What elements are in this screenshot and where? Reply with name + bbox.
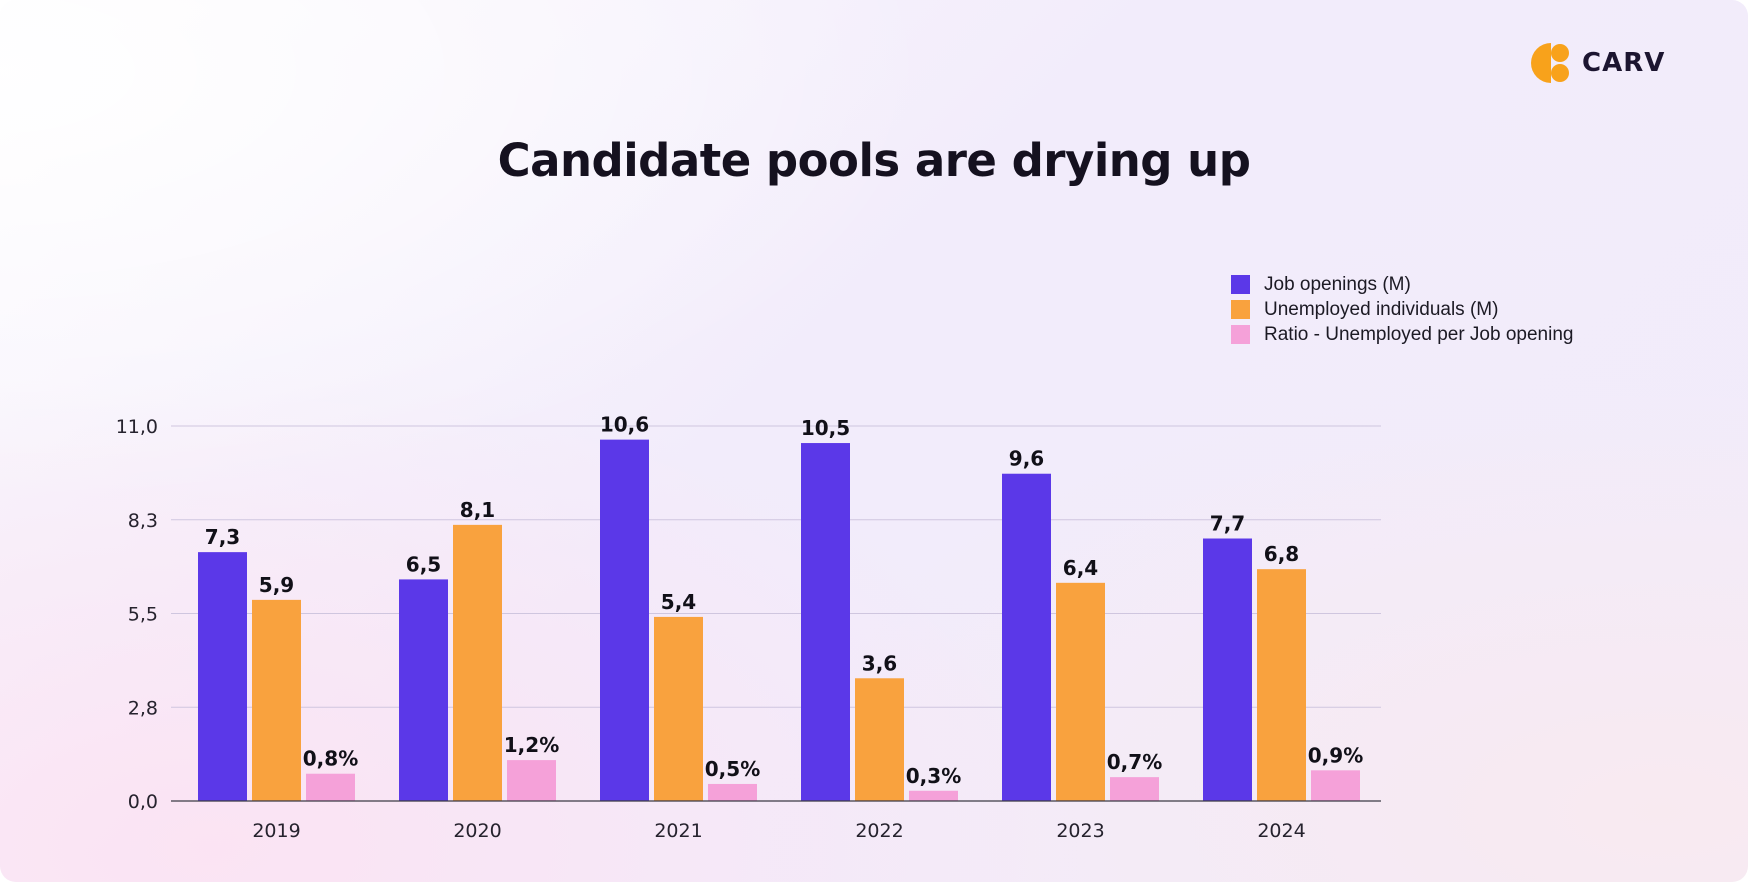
y-tick-label: 2,8 — [128, 697, 158, 719]
x-tick-label: 2022 — [855, 820, 903, 842]
data-label: 1,2% — [504, 733, 559, 757]
data-label: 10,5 — [801, 416, 850, 440]
bar — [252, 599, 301, 801]
bar — [801, 443, 850, 801]
gridlines — [171, 425, 1381, 708]
data-label: 7,7 — [1210, 512, 1245, 536]
data-label: 9,6 — [1009, 447, 1044, 471]
legend-label-unemployed: Unemployed individuals (M) — [1264, 298, 1499, 320]
bars — [198, 439, 1360, 801]
bar — [1203, 538, 1252, 801]
bar — [306, 773, 355, 801]
data-label: 7,3 — [205, 525, 240, 549]
bar — [198, 552, 247, 801]
bar — [708, 783, 757, 801]
x-tick-label: 2023 — [1056, 820, 1104, 842]
data-label: 5,4 — [661, 590, 696, 614]
carv-logo-icon — [1531, 43, 1569, 83]
axes: 0,0 2,8 5,5 8,3 11,0 2019 2020 2021 2022 2023 2024 — [116, 416, 1381, 842]
bar — [507, 760, 556, 801]
data-label: 6,4 — [1063, 556, 1098, 580]
legend-label-job-openings: Job openings (M) — [1264, 273, 1411, 295]
data-label: 3,6 — [862, 651, 897, 675]
bar — [1311, 770, 1360, 801]
bar — [1002, 473, 1051, 801]
legend-item-unemployed: Unemployed individuals (M) — [1231, 297, 1573, 322]
legend-swatch-unemployed — [1231, 300, 1250, 319]
legend-swatch-ratio — [1231, 325, 1250, 344]
x-tick-label: 2024 — [1257, 820, 1305, 842]
data-label: 0,3% — [906, 764, 961, 788]
bar — [1257, 569, 1306, 801]
data-label: 0,7% — [1107, 750, 1162, 774]
x-tick-label: 2019 — [252, 820, 300, 842]
data-label: 10,6 — [600, 413, 649, 437]
data-label: 0,5% — [705, 757, 760, 781]
data-label: 6,5 — [406, 552, 441, 576]
bar — [399, 579, 448, 801]
bar — [1056, 582, 1105, 801]
data-label: 0,8% — [303, 747, 358, 771]
legend-item-job-openings: Job openings (M) — [1231, 272, 1573, 297]
data-label: 5,9 — [259, 573, 294, 597]
data-label: 0,9% — [1308, 743, 1363, 767]
value-labels: 7,3 5,9 0,8% 6,5 8,1 1,2% 10,6 5,4 0,5% 10,5 3,6 0,… — [205, 413, 1363, 788]
data-label: 8,1 — [460, 498, 495, 522]
brand-logo: CARV — [1528, 40, 1665, 86]
x-tick-label: 2021 — [654, 820, 702, 842]
legend-label-ratio: Ratio - Unemployed per Job opening — [1264, 323, 1574, 345]
bar — [654, 616, 703, 801]
y-tick-label: 5,5 — [128, 604, 158, 626]
brand-name: CARV — [1582, 48, 1666, 78]
y-tick-label: 11,0 — [116, 416, 158, 438]
bar — [1110, 777, 1159, 801]
bar — [453, 524, 502, 801]
chart-legend: Job openings (M) Unemployed individuals … — [1231, 272, 1573, 347]
bar — [909, 790, 958, 801]
y-tick-label: 8,3 — [128, 510, 158, 532]
legend-swatch-job-openings — [1231, 275, 1250, 294]
bar — [855, 678, 904, 801]
data-label: 6,8 — [1264, 542, 1299, 566]
x-tick-label: 2020 — [453, 820, 501, 842]
legend-item-ratio: Ratio - Unemployed per Job opening — [1231, 322, 1573, 347]
y-tick-label: 0,0 — [128, 791, 158, 813]
chart-title: Candidate pools are drying up — [497, 134, 1251, 187]
bar — [600, 439, 649, 801]
